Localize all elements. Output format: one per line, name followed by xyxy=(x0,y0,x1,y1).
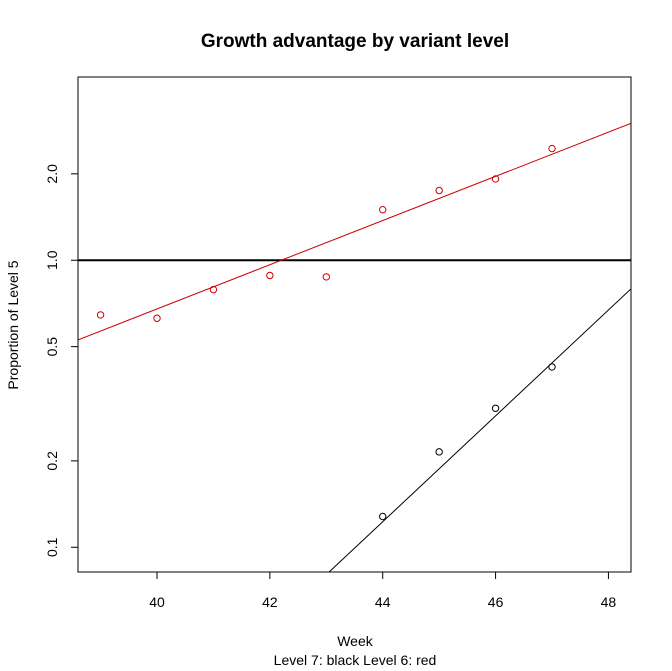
plot-area xyxy=(78,122,631,572)
y-axis: 0.1 0.2 0.5 1.0 2.0 xyxy=(44,164,79,557)
data-point xyxy=(153,314,161,322)
x-tick-label: 40 xyxy=(149,594,165,610)
data-point xyxy=(435,448,443,456)
y-tick-label: 2.0 xyxy=(44,164,60,184)
data-point xyxy=(322,273,330,281)
y-tick-label: 0.5 xyxy=(44,337,60,357)
x-tick-label: 46 xyxy=(488,594,504,610)
chart-subtitle: Level 7: black Level 6: red xyxy=(274,652,437,668)
fit-line-series-1 xyxy=(78,122,631,341)
data-point xyxy=(548,144,556,153)
data-point xyxy=(548,363,556,371)
data-point xyxy=(491,404,500,412)
data-point xyxy=(96,311,105,319)
fit-line-series-0 xyxy=(328,288,631,572)
data-point xyxy=(266,271,274,280)
y-tick-label: 0.2 xyxy=(44,451,60,471)
data-point xyxy=(379,512,387,521)
x-axis: 40 42 44 46 48 xyxy=(149,571,617,610)
x-tick-label: 44 xyxy=(375,594,391,610)
data-point xyxy=(491,175,500,183)
data-point xyxy=(209,285,218,294)
x-axis-label: Week xyxy=(337,633,374,649)
y-tick-label: 1.0 xyxy=(44,250,60,270)
y-tick-label: 0.1 xyxy=(44,537,60,557)
data-point xyxy=(435,186,443,195)
y-axis-label: Proportion of Level 5 xyxy=(5,260,21,389)
x-tick-label: 48 xyxy=(601,594,617,610)
plot-frame xyxy=(77,76,632,573)
chart-title: Growth advantage by variant level xyxy=(201,31,509,52)
x-tick-label: 42 xyxy=(262,594,278,610)
data-point xyxy=(379,206,387,214)
